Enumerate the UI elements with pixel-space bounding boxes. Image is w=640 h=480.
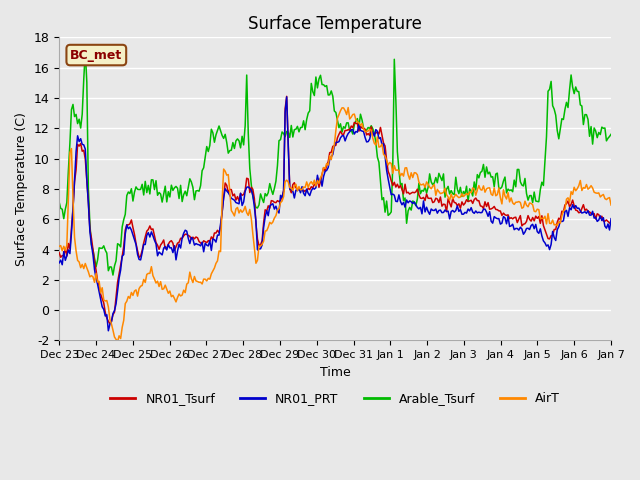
Y-axis label: Surface Temperature (C): Surface Temperature (C)	[15, 112, 28, 266]
Text: BC_met: BC_met	[70, 48, 122, 61]
Legend: NR01_Tsurf, NR01_PRT, Arable_Tsurf, AirT: NR01_Tsurf, NR01_PRT, Arable_Tsurf, AirT	[106, 387, 565, 410]
Title: Surface Temperature: Surface Temperature	[248, 15, 422, 33]
X-axis label: Time: Time	[320, 366, 351, 379]
